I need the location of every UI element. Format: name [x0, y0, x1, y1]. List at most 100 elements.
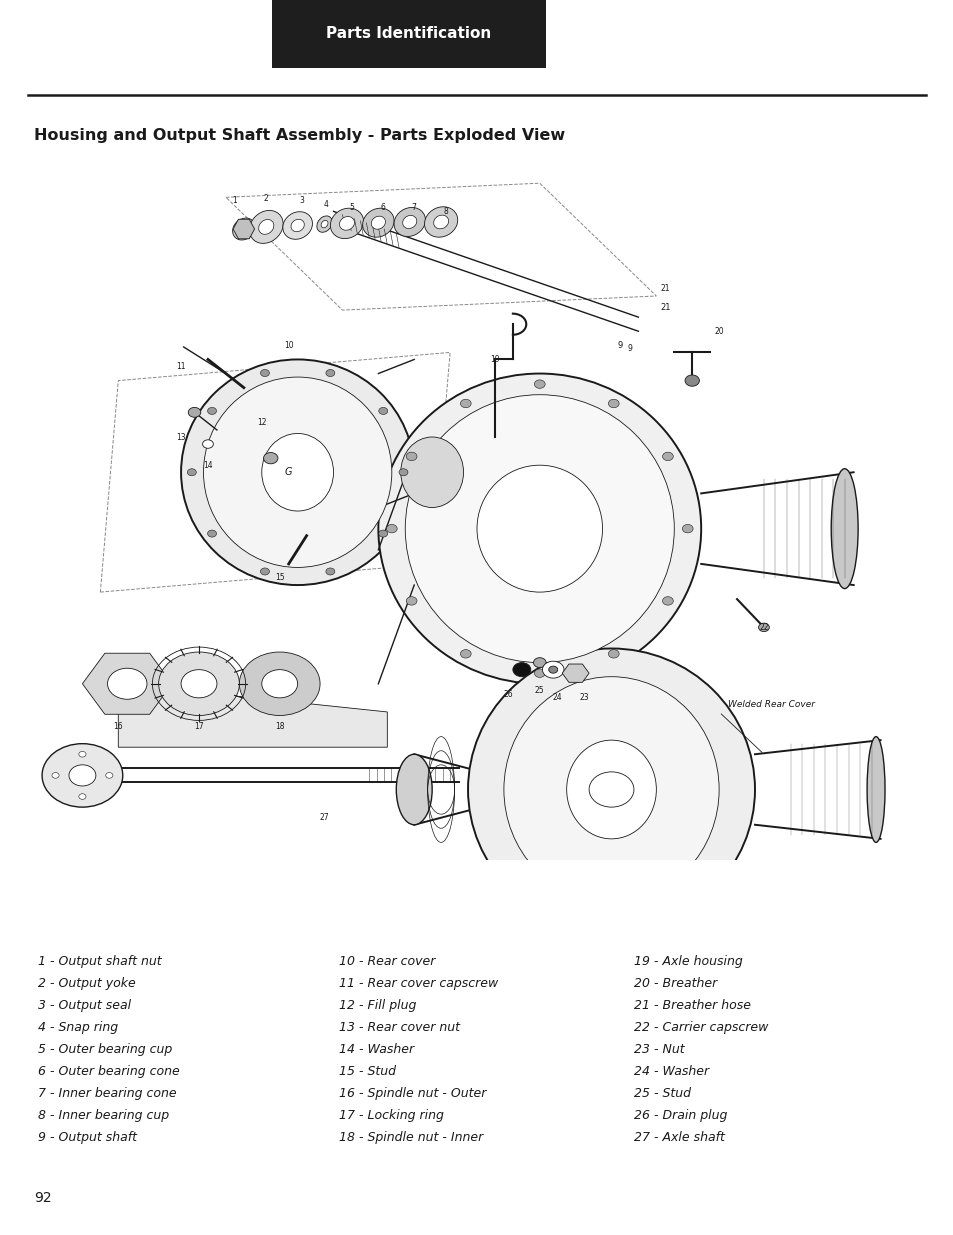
Circle shape — [208, 408, 216, 415]
Text: 12 - Fill plug: 12 - Fill plug — [338, 999, 416, 1011]
Ellipse shape — [258, 220, 274, 235]
Circle shape — [460, 399, 471, 408]
Text: 23 - Nut: 23 - Nut — [634, 1044, 684, 1056]
Circle shape — [533, 658, 545, 668]
Circle shape — [608, 399, 618, 408]
Ellipse shape — [476, 466, 602, 592]
Text: 21 - Breather hose: 21 - Breather hose — [634, 999, 751, 1011]
Text: 2 - Output yoke: 2 - Output yoke — [38, 977, 135, 990]
Text: 9: 9 — [618, 341, 622, 350]
Ellipse shape — [238, 224, 249, 233]
Circle shape — [208, 530, 216, 537]
Text: 7: 7 — [412, 204, 416, 212]
Ellipse shape — [405, 395, 674, 663]
Ellipse shape — [378, 373, 700, 684]
Text: 15: 15 — [274, 573, 284, 583]
Ellipse shape — [566, 740, 656, 839]
Circle shape — [681, 525, 693, 532]
Text: 16 - Spindle nut - Outer: 16 - Spindle nut - Outer — [338, 1087, 485, 1100]
Text: 3: 3 — [299, 196, 304, 205]
Circle shape — [263, 452, 277, 464]
Text: 27: 27 — [319, 813, 329, 823]
Text: 26 - Drain plug: 26 - Drain plug — [634, 1109, 727, 1123]
Polygon shape — [561, 664, 588, 682]
Text: 27 - Axle shaft: 27 - Axle shaft — [634, 1131, 724, 1144]
Text: 16: 16 — [113, 721, 123, 731]
Ellipse shape — [468, 648, 754, 930]
Text: 18: 18 — [274, 721, 284, 731]
Text: 20 - Breather: 20 - Breather — [634, 977, 717, 990]
Ellipse shape — [203, 377, 392, 567]
Text: 1: 1 — [233, 196, 237, 205]
Ellipse shape — [424, 206, 457, 237]
Circle shape — [42, 743, 123, 808]
Text: 12: 12 — [256, 419, 266, 427]
Text: 21: 21 — [659, 284, 669, 294]
Ellipse shape — [339, 216, 355, 230]
Circle shape — [548, 666, 558, 673]
Text: 24 - Washer: 24 - Washer — [634, 1065, 709, 1078]
Bar — [272, 0, 545, 68]
Ellipse shape — [402, 215, 416, 228]
Ellipse shape — [249, 210, 283, 243]
Ellipse shape — [866, 736, 884, 842]
Circle shape — [378, 530, 387, 537]
Text: 4: 4 — [324, 200, 329, 209]
Text: 25 - Stud: 25 - Stud — [634, 1087, 691, 1100]
Circle shape — [534, 669, 544, 678]
Polygon shape — [233, 220, 254, 238]
Text: 23: 23 — [579, 693, 589, 703]
Text: 26: 26 — [503, 690, 513, 699]
Circle shape — [188, 408, 200, 417]
Ellipse shape — [321, 220, 328, 227]
Circle shape — [260, 568, 269, 576]
Text: 24: 24 — [553, 693, 562, 703]
Text: 2: 2 — [264, 194, 269, 204]
Ellipse shape — [395, 755, 432, 825]
Text: 11 - Rear cover capscrew: 11 - Rear cover capscrew — [338, 977, 497, 990]
Ellipse shape — [282, 211, 313, 240]
Circle shape — [588, 772, 633, 808]
Circle shape — [386, 525, 396, 532]
Text: 8 - Inner bearing cup: 8 - Inner bearing cup — [38, 1109, 169, 1123]
Text: 7 - Inner bearing cone: 7 - Inner bearing cone — [38, 1087, 176, 1100]
Text: 9: 9 — [626, 345, 631, 353]
Circle shape — [202, 440, 213, 448]
Text: 5: 5 — [349, 204, 354, 212]
Text: 22: 22 — [759, 622, 768, 632]
Text: 92: 92 — [34, 1191, 51, 1205]
Text: Welded Rear Cover: Welded Rear Cover — [727, 700, 814, 709]
Circle shape — [406, 452, 416, 461]
Circle shape — [460, 650, 471, 658]
Text: 8: 8 — [443, 207, 448, 216]
Text: 13 - Rear cover nut: 13 - Rear cover nut — [338, 1021, 459, 1034]
Text: 10: 10 — [284, 341, 294, 350]
Text: Parts Identification: Parts Identification — [326, 26, 491, 42]
Text: 9 - Output shaft: 9 - Output shaft — [38, 1131, 137, 1144]
Text: 19: 19 — [490, 354, 499, 364]
Ellipse shape — [400, 437, 463, 508]
Polygon shape — [118, 684, 387, 747]
Text: 5 - Outer bearing cup: 5 - Outer bearing cup — [38, 1044, 172, 1056]
Circle shape — [326, 369, 335, 377]
Circle shape — [406, 597, 416, 605]
Circle shape — [661, 597, 673, 605]
Circle shape — [758, 624, 768, 631]
Text: 17: 17 — [194, 721, 204, 731]
Circle shape — [398, 469, 408, 475]
Circle shape — [181, 669, 216, 698]
Circle shape — [79, 751, 86, 757]
Text: 14 - Washer: 14 - Washer — [338, 1044, 414, 1056]
Ellipse shape — [239, 652, 319, 715]
Circle shape — [261, 669, 297, 698]
Ellipse shape — [830, 469, 858, 589]
Circle shape — [79, 794, 86, 799]
Ellipse shape — [233, 219, 254, 240]
Circle shape — [158, 652, 239, 715]
Text: 10 - Rear cover: 10 - Rear cover — [338, 955, 435, 968]
Text: 15 - Stud: 15 - Stud — [338, 1065, 395, 1078]
Polygon shape — [82, 653, 172, 714]
Text: 17 - Locking ring: 17 - Locking ring — [338, 1109, 443, 1123]
Circle shape — [684, 375, 699, 387]
Circle shape — [69, 764, 95, 785]
